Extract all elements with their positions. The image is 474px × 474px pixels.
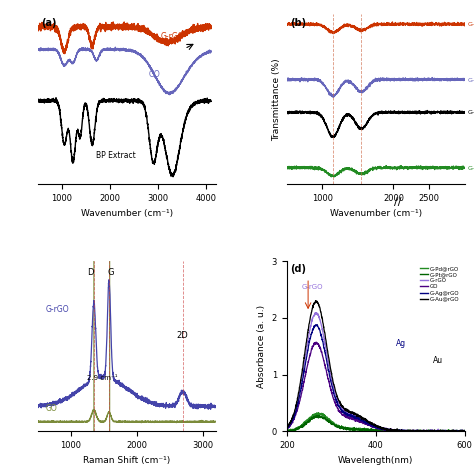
Text: 2D: 2D: [177, 331, 189, 340]
Text: 2.9 cm⁻¹: 2.9 cm⁻¹: [87, 375, 118, 381]
Text: Au: Au: [433, 356, 444, 365]
Text: GO: GO: [148, 70, 160, 79]
Legend: G-Pd@rGO, G-Pt@rGO, G-rGO, GO, G-Ag@rGO, G-Au@rGO: G-Pd@rGO, G-Pt@rGO, G-rGO, GO, G-Ag@rGO,…: [418, 264, 462, 304]
Text: G-Au@rGO: G-Au@rGO: [468, 77, 474, 82]
X-axis label: Wavelength(nm): Wavelength(nm): [338, 456, 413, 465]
Text: Ag: Ag: [396, 339, 406, 348]
Text: G: G: [107, 268, 114, 277]
Text: G-Ag@rGO: G-Ag@rGO: [468, 110, 474, 115]
Text: G-rGO: G-rGO: [46, 305, 70, 314]
Text: BP Extract: BP Extract: [96, 151, 135, 160]
Text: (b): (b): [290, 18, 307, 27]
Text: G-rGO: G-rGO: [301, 284, 323, 291]
Text: (d): (d): [290, 264, 306, 274]
X-axis label: Wavenumber (cm⁻¹): Wavenumber (cm⁻¹): [329, 209, 422, 218]
Y-axis label: Absorbance (a. u.): Absorbance (a. u.): [257, 305, 266, 388]
X-axis label: Wavenumber (cm⁻¹): Wavenumber (cm⁻¹): [81, 209, 173, 218]
Text: (a): (a): [42, 18, 57, 27]
Text: G-Pt@rGO: G-Pt@rGO: [468, 165, 474, 170]
Text: G-rGO: G-rGO: [160, 32, 184, 41]
Text: //: //: [394, 197, 401, 207]
X-axis label: Raman Shift (cm⁻¹): Raman Shift (cm⁻¹): [83, 456, 171, 465]
Text: D: D: [87, 268, 94, 277]
Text: GO: GO: [46, 404, 57, 413]
Text: G-Pd@rGO: G-Pd@rGO: [468, 22, 474, 27]
Y-axis label: Transmittance (%): Transmittance (%): [272, 58, 281, 141]
